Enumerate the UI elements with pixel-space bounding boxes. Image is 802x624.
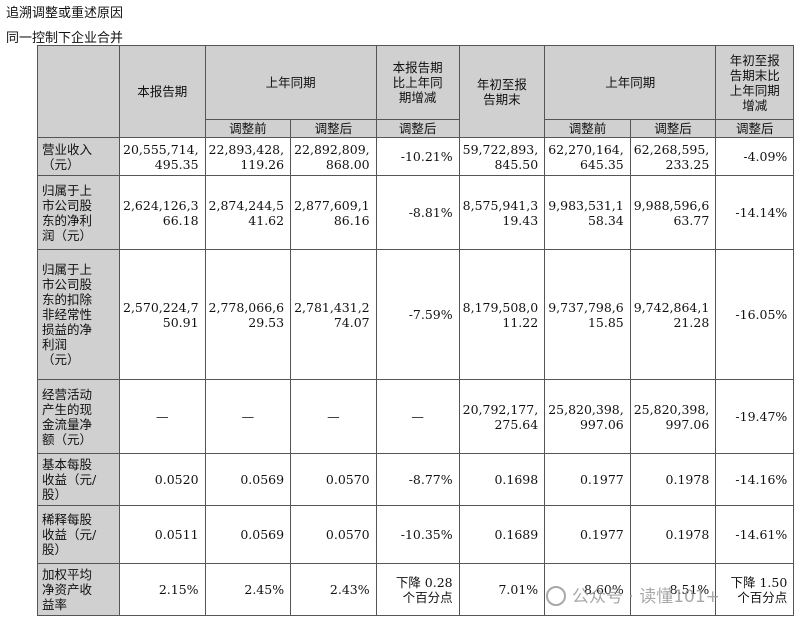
corner-header-cell	[37, 45, 120, 138]
table-row-net-profit: 归属于上 市公司股 东的净利 润（元） 2,624,126,3 66.18 2,874,24…	[37, 175, 795, 250]
row-label: 稀释每股 收益（元/股）	[37, 505, 120, 564]
table-cell: 下降 1.50 个百分点	[715, 563, 795, 616]
table-cell: 62,270,164, 645.35	[544, 137, 631, 176]
header-adjusted: 调整后	[375, 119, 460, 138]
table-cell: 20,555,714, 495.35	[119, 137, 206, 176]
table-cell: -10.35%	[375, 505, 460, 564]
wechat-logo-icon	[546, 586, 566, 606]
header-before-adjustment-2: 调整前	[544, 119, 631, 138]
table-cell: -10.21%	[375, 137, 460, 176]
table-row-operating-revenue: 营业收入 （元） 20,555,714, 495.35 22,893,428, 119.2…	[37, 137, 795, 176]
table-cell: 9,737,798,6 15.85	[544, 249, 631, 380]
table-row-diluted-eps: 稀释每股 收益（元/股） 0.0511 0.0569 0.0570 -10.35% 0.16…	[37, 505, 795, 564]
row-label: 基本每股 收益（元/股）	[37, 453, 120, 506]
table-row-weighted-roe: 加权平均 净资产收 益率 2.15% 2.45% 2.43% 下降 0.28 个百分点 7.01…	[37, 563, 795, 616]
watermark: 公众号 · 读懂101+	[546, 582, 720, 607]
table-cell: 0.0569	[204, 505, 292, 564]
table-cell: 20,792,177, 275.64	[458, 379, 546, 454]
row-label: 加权平均 净资产收 益率	[37, 563, 120, 616]
table-cell: -14.16%	[715, 453, 795, 506]
table-cell: 22,893,428, 119.26	[204, 137, 292, 176]
table-cell: -14.61%	[715, 505, 795, 564]
table-cell: -19.47%	[715, 379, 795, 454]
table-cell: 9,742,864,1 21.28	[629, 249, 717, 380]
table-cell: 9,988,596,6 63.77	[629, 175, 717, 250]
table-cell: 0.0570	[290, 453, 377, 506]
table-cell: 2,778,066,6 29.53	[204, 249, 292, 380]
header-after-adjustment-2: 调整后	[629, 119, 717, 138]
header-before-adjustment: 调整前	[204, 119, 292, 138]
table-cell: -16.05%	[715, 249, 795, 380]
table-row-operating-cash-flow: 经营活动 产生的现 金流量净 额（元） — — — —20,792,177, 275.64 25,…	[37, 379, 795, 454]
table-cell: 7.01%	[458, 563, 546, 616]
table-cell: -7.59%	[375, 249, 460, 380]
row-label: 营业收入 （元）	[37, 137, 120, 176]
table-cell: 25,820,398, 997.06	[544, 379, 631, 454]
table-cell: 62,268,595, 233.25	[629, 137, 717, 176]
header-same-period-last-year: 上年同期	[204, 45, 377, 120]
table-cell: 2,874,244,5 41.62	[204, 175, 292, 250]
table-cell: —	[204, 379, 292, 454]
row-label: 归属于上 市公司股 东的净利 润（元）	[37, 175, 120, 250]
header-ytd: 年初至报 告期末	[458, 45, 546, 138]
table-cell: 2,781,431,2 74.07	[290, 249, 377, 380]
row-label: 归属于上 市公司股 东的扣除 非经常性 损益的净 利润 （元）	[37, 249, 120, 380]
table-cell: 2,877,609,1 86.16	[290, 175, 377, 250]
table-cell: 9,983,531,1 58.34	[544, 175, 631, 250]
financial-data-table: 本报告期 上年同期 本报告期 比上年同 期增减 年初至报 告期末 上年同期 年初至报告…	[37, 45, 795, 616]
table-cell: 0.0569	[204, 453, 292, 506]
table-cell: -14.14%	[715, 175, 795, 250]
table-cell: 2.43%	[290, 563, 377, 616]
header-current-period: 本报告期	[119, 45, 206, 138]
header-adjusted-2: 调整后	[715, 119, 795, 138]
table-cell: 0.0520	[119, 453, 206, 506]
table-cell: -8.77%	[375, 453, 460, 506]
heading-restatement-reason: 追溯调整或重述原因	[6, 6, 124, 21]
table-cell: 下降 0.28 个百分点	[375, 563, 460, 616]
table-cell: 8,179,508,0 11.22	[458, 249, 546, 380]
table-cell: 25,820,398, 997.06	[629, 379, 717, 454]
table-cell: 22,892,809, 868.00	[290, 137, 377, 176]
table-cell: -8.81%	[375, 175, 460, 250]
table-cell: —	[119, 379, 206, 454]
table-cell: 8,575,941,3 19.43	[458, 175, 546, 250]
header-after-adjustment: 调整后	[290, 119, 377, 138]
table-cell: 2.15%	[119, 563, 206, 616]
table-row-net-profit-excl-nonrecurring: 归属于上 市公司股 东的扣除 非经常性 损益的净 利润 （元） 2,570,224,7 50.9…	[37, 249, 795, 380]
table-cell: —	[290, 379, 377, 454]
table-cell: 0.0511	[119, 505, 206, 564]
header-same-period-last-year-2: 上年同期	[544, 45, 717, 120]
heading-merger-type: 同一控制下企业合并	[6, 31, 124, 46]
table-cell: 0.1978	[629, 453, 717, 506]
table-body: 营业收入 （元） 20,555,714, 495.35 22,893,428, 119.2…	[37, 137, 795, 616]
header-yoy-change: 本报告期 比上年同 期增减	[375, 45, 460, 120]
table-cell: 0.1977	[544, 453, 631, 506]
table-cell: 59,722,893, 845.50	[458, 137, 546, 176]
row-label: 经营活动 产生的现 金流量净 额（元）	[37, 379, 120, 454]
table-cell: 0.0570	[290, 505, 377, 564]
table-cell: 2,570,224,7 50.91	[119, 249, 206, 380]
table-cell: 0.1698	[458, 453, 546, 506]
table-cell: 0.1689	[458, 505, 546, 564]
table-cell: -4.09%	[715, 137, 795, 176]
table-cell: 2,624,126,3 66.18	[119, 175, 206, 250]
table-cell: —	[375, 379, 460, 454]
table-cell: 2.45%	[204, 563, 292, 616]
header-ytd-yoy-change: 年初至报 告期末比 上年同期 增减	[715, 45, 795, 120]
table-row-basic-eps: 基本每股 收益（元/股） 0.0520 0.0569 0.0570 -8.77% 0.169…	[37, 453, 795, 506]
table-cell: 0.1977	[544, 505, 631, 564]
table-cell: 0.1978	[629, 505, 717, 564]
